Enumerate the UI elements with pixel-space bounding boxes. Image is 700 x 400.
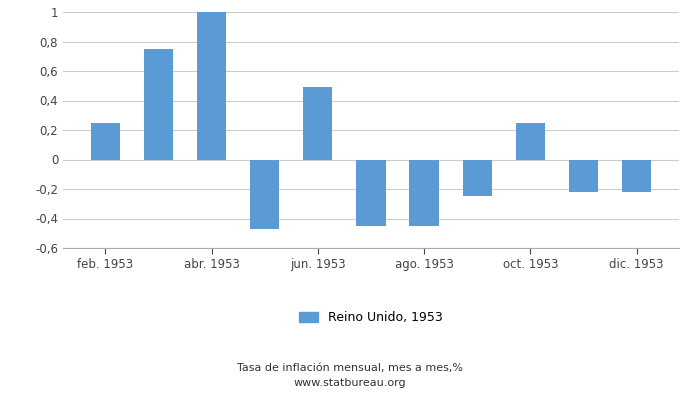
Bar xyxy=(356,160,386,226)
Bar xyxy=(144,49,173,160)
Bar xyxy=(91,123,120,160)
Bar xyxy=(622,160,651,192)
Bar xyxy=(463,160,492,196)
Bar xyxy=(516,123,545,160)
Bar xyxy=(197,12,226,160)
Bar xyxy=(410,160,439,226)
Bar xyxy=(250,160,279,229)
Bar xyxy=(569,160,598,192)
Legend: Reino Unido, 1953: Reino Unido, 1953 xyxy=(294,306,448,329)
Text: Tasa de inflación mensual, mes a mes,%
www.statbureau.org: Tasa de inflación mensual, mes a mes,% w… xyxy=(237,363,463,388)
Bar xyxy=(303,87,332,160)
